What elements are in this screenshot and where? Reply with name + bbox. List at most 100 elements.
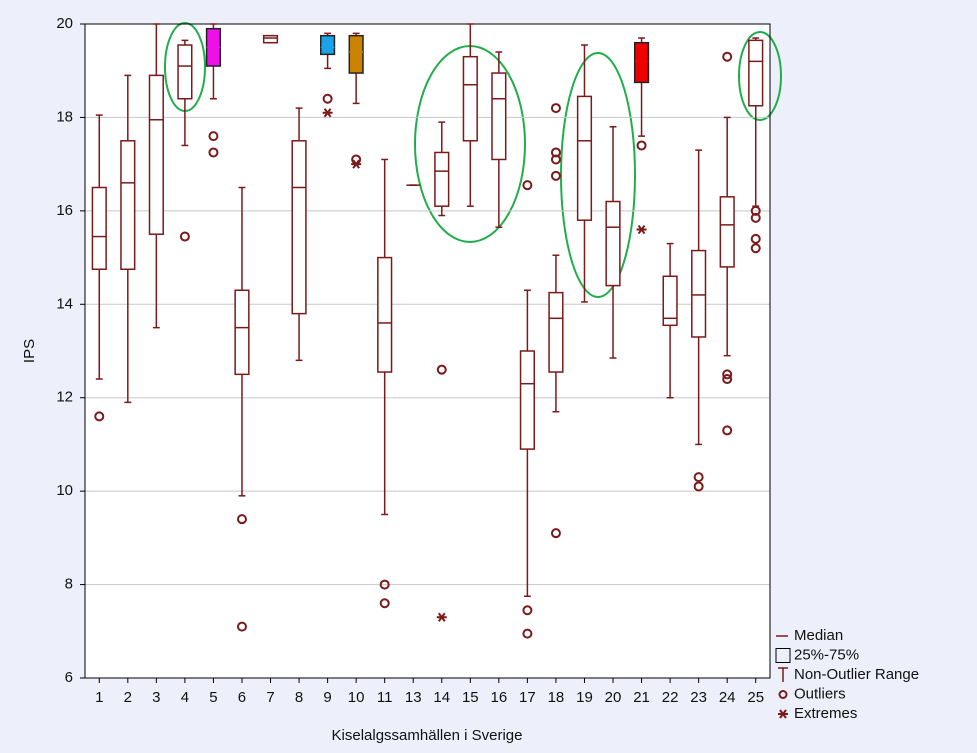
plot-area [85,24,770,678]
outlier [236,514,247,525]
x-tick-label: 17 [519,689,536,706]
box [576,95,593,221]
box [148,74,164,235]
outlier [722,369,733,380]
box [605,200,621,287]
outlier [722,374,733,385]
outlier [693,472,704,483]
box [491,72,507,161]
x-tick-label: 10 [348,689,365,706]
outlier [750,233,761,244]
x-axis-label: Kiselalgssamhällen i Sverige [332,727,523,744]
outlier [522,605,533,616]
outlier [550,154,561,165]
outlier [236,621,247,632]
legend-label: Extremes [794,705,857,722]
outlier [208,131,219,142]
box [548,291,564,373]
x-tick-label: 15 [462,689,479,706]
x-tick-label: 7 [266,689,274,706]
outlier [750,243,761,254]
outlier [436,364,447,375]
extreme [636,224,647,235]
y-tick-label: 10 [56,482,73,499]
x-tick-label: 8 [295,689,303,706]
x-tick-label: 22 [662,689,679,706]
outlier [550,528,561,539]
x-tick-label: 23 [690,689,707,706]
outlier [722,425,733,436]
x-tick-label: 1 [95,689,103,706]
x-tick-label: 13 [405,689,422,706]
highlight-ellipse [738,31,782,121]
y-tick-label: 16 [56,202,73,219]
y-tick-label: 20 [56,15,73,32]
x-tick-label: 5 [209,689,217,706]
box [377,256,393,373]
x-tick-label: 4 [181,689,189,706]
x-tick-label: 3 [152,689,160,706]
box [177,44,193,100]
x-tick-label: 20 [605,689,622,706]
x-tick-label: 11 [377,689,393,706]
legend-symbol [778,709,788,719]
x-tick-label: 9 [323,689,331,706]
highlight-ellipse [560,52,636,298]
outlier [550,170,561,181]
x-tick-label: 6 [238,689,246,706]
outlier [208,147,219,158]
box [719,196,735,268]
plot-frame [84,23,771,679]
legend-label: Median [794,627,843,644]
outlier [379,598,390,609]
outlier [522,180,533,191]
outlier [94,411,105,422]
legend-label: 25%-75% [794,646,859,663]
extreme [322,108,333,118]
outlier [179,231,190,242]
legend-label: Non-Outlier Range [794,666,919,683]
box [434,151,450,207]
box [348,34,364,74]
y-tick-label: 18 [56,108,73,125]
outlier [322,93,333,104]
legend-symbol [775,648,791,663]
extreme [436,612,447,622]
x-tick-label: 19 [576,689,593,706]
legend-symbol [778,667,788,682]
box [462,55,478,142]
box [91,186,107,270]
x-tick-label: 14 [433,689,450,706]
y-tick-label: 14 [56,295,73,312]
box [691,249,707,338]
y-axis-label: IPS [21,339,38,363]
x-tick-label: 21 [633,689,650,706]
box [234,289,250,376]
outlier [750,212,761,223]
x-tick-label: 18 [548,689,565,706]
box [262,34,279,44]
extreme [351,159,362,169]
outlier [636,140,647,151]
box [291,140,307,315]
outlier [693,481,704,492]
outlier [379,579,390,590]
y-tick-label: 8 [65,576,73,593]
y-tick-label: 12 [56,389,73,406]
y-tick-label: 6 [65,669,73,686]
x-tick-label: 2 [124,689,132,706]
box [633,41,650,84]
box [662,275,678,327]
outlier [522,628,533,639]
legend-symbol [778,690,788,699]
legend-label: Outliers [794,685,846,702]
x-tick-label: 24 [719,689,736,706]
outlier [550,103,561,114]
box [320,34,336,56]
box [519,350,535,450]
outlier [722,51,733,62]
x-tick-label: 25 [747,689,764,706]
x-tick-label: 16 [491,689,508,706]
